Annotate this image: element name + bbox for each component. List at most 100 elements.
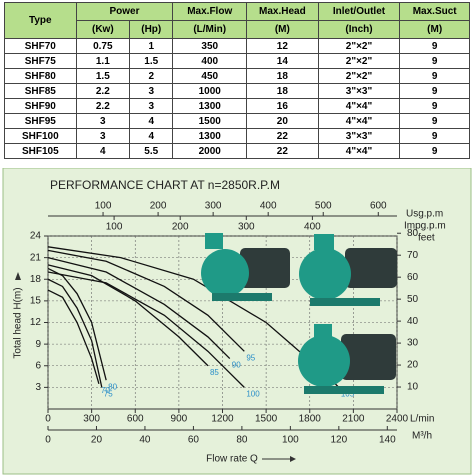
y2-tick-label: 70 xyxy=(407,250,419,261)
table-cell: 9 xyxy=(399,83,470,99)
table-cell: 2000 xyxy=(172,143,248,159)
table-cell: 3 xyxy=(75,128,131,144)
curve-label: 95 xyxy=(246,353,255,362)
table-cell: 1300 xyxy=(172,128,248,144)
table-cell: 1500 xyxy=(172,113,248,129)
table-cell: SHF95 xyxy=(4,113,77,129)
y-tick-label: 18 xyxy=(30,274,42,285)
y2-tick-label: 30 xyxy=(407,338,419,349)
table-cell: 2"×2" xyxy=(317,68,401,84)
head-curve xyxy=(47,249,245,352)
table-row: SHF105 4 5.5 2000 22 4"×4" 9 xyxy=(4,143,470,159)
curve-label: 100 xyxy=(246,389,260,398)
table-cell: 4 xyxy=(75,143,131,159)
impg-tick-label: 300 xyxy=(238,222,255,233)
table-cell: 3"×3" xyxy=(317,128,401,144)
unit-cell: (Kw) xyxy=(75,20,131,39)
pump-image xyxy=(298,324,396,394)
table-cell: 9 xyxy=(399,98,470,114)
unit-cell: (M) xyxy=(399,20,470,39)
y-tick-label: 3 xyxy=(35,382,41,393)
table-cell: 2"×2" xyxy=(317,53,401,69)
table-row: SHF75 1.1 1.5 400 14 2"×2" 9 xyxy=(4,53,470,69)
pump-image xyxy=(299,234,397,306)
head-curve xyxy=(47,271,245,388)
table-cell: 16 xyxy=(246,98,319,114)
x2-tick-label: 60 xyxy=(188,435,200,446)
table-cell: 9 xyxy=(399,53,470,69)
table-cell: 2"×2" xyxy=(317,38,401,54)
table-cell: 3 xyxy=(129,83,174,99)
pump-images xyxy=(201,233,397,394)
y-tick-label: 15 xyxy=(30,296,42,307)
table-cell: 9 xyxy=(399,38,470,54)
table-cell: SHF105 xyxy=(4,143,77,159)
x-tick-label: 1500 xyxy=(255,414,278,425)
table-cell: 14 xyxy=(246,53,319,69)
usg-tick-label: 600 xyxy=(370,201,387,212)
table-cell: 4 xyxy=(129,128,174,144)
table-cell: 2.2 xyxy=(75,83,131,99)
table-cell: 3 xyxy=(129,98,174,114)
x2-tick-label: 40 xyxy=(139,435,151,446)
usg-tick-label: 400 xyxy=(260,201,277,212)
table-cell: 3 xyxy=(75,113,131,129)
table-cell: 18 xyxy=(246,83,319,99)
y2-tick-label: 50 xyxy=(407,294,419,305)
x2-tick-label: 120 xyxy=(330,435,347,446)
x-label-arrowhead xyxy=(290,456,296,462)
table-cell: 1.1 xyxy=(75,53,131,69)
y2-tick-label: 40 xyxy=(407,316,419,327)
y2-unit: feet xyxy=(418,233,435,244)
x-tick-label: 1200 xyxy=(211,414,234,425)
table-cell: SHF75 xyxy=(4,53,77,69)
unit-cell: (Hp) xyxy=(129,20,174,39)
usg-unit: Usg.p.m xyxy=(406,209,443,220)
head-curve xyxy=(47,278,103,388)
x-tick-label: 2100 xyxy=(342,414,365,425)
spec-table: Type Power Max.Flow Max.Head Inlet/Outle… xyxy=(4,2,470,159)
curve-label: 80 xyxy=(108,382,117,391)
table-cell: 20 xyxy=(246,113,319,129)
header-row: Type Power Max.Flow Max.Head Inlet/Outle… xyxy=(4,2,470,39)
table-row: SHF85 2.2 3 1000 18 3"×3" 9 xyxy=(4,83,470,99)
table-cell: 1300 xyxy=(172,98,248,114)
table-row: SHF90 2.2 3 1300 16 4"×4" 9 xyxy=(4,98,470,114)
chart-title: PERFORMANCE CHART AT n=2850R.P.M xyxy=(50,178,280,192)
curve-label: 90 xyxy=(232,361,241,370)
head-curve xyxy=(47,256,231,360)
y-tick-label: 24 xyxy=(30,231,42,242)
y-tick-label: 6 xyxy=(35,360,41,371)
head-curve xyxy=(47,264,209,367)
table-row: SHF80 1.5 2 450 18 2"×2" 9 xyxy=(4,68,470,84)
table-cell: 22 xyxy=(246,128,319,144)
table-row: SHF95 3 4 1500 20 4"×4" 9 xyxy=(4,113,470,129)
x-tick-label: 0 xyxy=(45,414,51,425)
table-cell: 3"×3" xyxy=(317,83,401,99)
x2-tick-label: 20 xyxy=(91,435,103,446)
pump-image xyxy=(201,233,290,301)
x-unit: L/min xyxy=(410,414,434,425)
unit-cell: (Inch) xyxy=(317,20,401,39)
chart-panel xyxy=(2,168,472,475)
impg-unit: Impg.p.m xyxy=(404,221,446,232)
table-cell: 4"×4" xyxy=(317,113,401,129)
table-cell: 2.2 xyxy=(75,98,131,114)
header-cell: Max.Flow xyxy=(172,2,248,21)
y-tick-label: 21 xyxy=(30,252,42,263)
table-cell: 0.75 xyxy=(75,38,131,54)
table-cell: 9 xyxy=(399,113,470,129)
table-cell: 4 xyxy=(129,113,174,129)
x2-tick-label: 0 xyxy=(45,435,51,446)
table-cell: 1 xyxy=(129,38,174,54)
table-cell: 1000 xyxy=(172,83,248,99)
y2-tick-label: 10 xyxy=(407,382,419,393)
y2-tick-label: 20 xyxy=(407,360,419,371)
head-curve xyxy=(47,289,100,384)
usg-tick-label: 500 xyxy=(315,201,332,212)
table-cell: 22 xyxy=(246,143,319,159)
unit-cell: (L/Min) xyxy=(172,20,248,39)
header-cell: Max.Head xyxy=(246,2,319,21)
usg-tick-label: 300 xyxy=(205,201,222,212)
impg-tick-label: 100 xyxy=(106,222,123,233)
